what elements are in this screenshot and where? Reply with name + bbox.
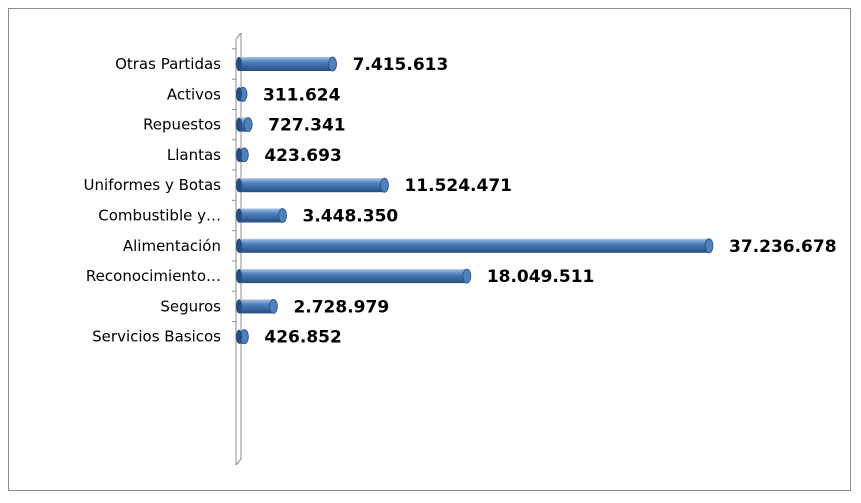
value-label: 18.049.511 [487, 267, 595, 287]
bar [236, 147, 249, 163]
bar-end-cap [243, 117, 253, 132]
bar [236, 117, 253, 132]
category-label: Activos [167, 85, 221, 103]
value-label: 311.624 [263, 85, 341, 105]
bar [236, 177, 389, 193]
category-label: Alimentación [123, 237, 221, 255]
value-label: 423.693 [264, 146, 341, 166]
bar [236, 56, 337, 72]
value-label: 727.341 [268, 116, 345, 136]
value-label: 3.448.350 [303, 207, 399, 227]
bar [236, 329, 249, 345]
bar-start-cap [236, 178, 242, 193]
bar-start-cap [236, 208, 242, 223]
chart-frame: Otras Partidas 7.415.613 Activos 311.624 Rep… [8, 8, 851, 491]
bar-start-cap [236, 117, 242, 132]
bar [236, 298, 278, 314]
bar [236, 268, 472, 284]
value-label: 7.415.613 [353, 55, 449, 75]
axis-cap-bottom [235, 458, 242, 466]
value-label: 426.852 [264, 328, 341, 348]
bar-start-cap [236, 238, 242, 253]
bar-body [239, 178, 385, 193]
category-label: Llantas [167, 146, 221, 164]
value-label: 11.524.471 [404, 176, 512, 196]
bars-group [236, 56, 714, 345]
bar-body [239, 269, 467, 284]
bar [236, 208, 287, 223]
bar-start-cap [236, 299, 242, 314]
bar-end-cap [462, 268, 472, 284]
category-label: Reconocimiento… [86, 267, 221, 285]
bar-body [239, 299, 274, 314]
category-label: Seguros [160, 297, 221, 315]
bar-chart: Otras Partidas 7.415.613 Activos 311.624 Rep… [84, 32, 837, 466]
bar [236, 86, 248, 102]
bar-start-cap [236, 57, 242, 71]
value-label: 37.236.678 [729, 237, 837, 257]
bar-start-cap [236, 147, 242, 162]
bar-end-cap [328, 56, 337, 72]
category-label: Otras Partidas [115, 55, 221, 73]
category-label: Combustible y… [98, 207, 221, 225]
bar-end-cap [278, 208, 287, 223]
bar-body [239, 117, 249, 132]
bar-start-cap [236, 87, 242, 102]
axis-cap-top [235, 32, 242, 40]
category-label: Repuestos [143, 116, 221, 134]
bar-start-cap [236, 329, 242, 344]
category-label: Uniformes y Botas [84, 176, 222, 194]
category-axis [232, 32, 242, 466]
bar-body [239, 57, 333, 71]
category-label: Servicios Basicos [92, 328, 221, 346]
labels-group: Otras Partidas 7.415.613 Activos 311.624 Rep… [84, 55, 837, 348]
bar-start-cap [236, 269, 242, 284]
bar-end-cap [269, 298, 278, 314]
bar-end-cap [704, 238, 714, 254]
bar-body [239, 238, 709, 253]
bar-body [239, 208, 283, 223]
bar [236, 238, 714, 254]
bar-end-cap [380, 177, 389, 193]
value-label: 2.728.979 [293, 297, 389, 317]
